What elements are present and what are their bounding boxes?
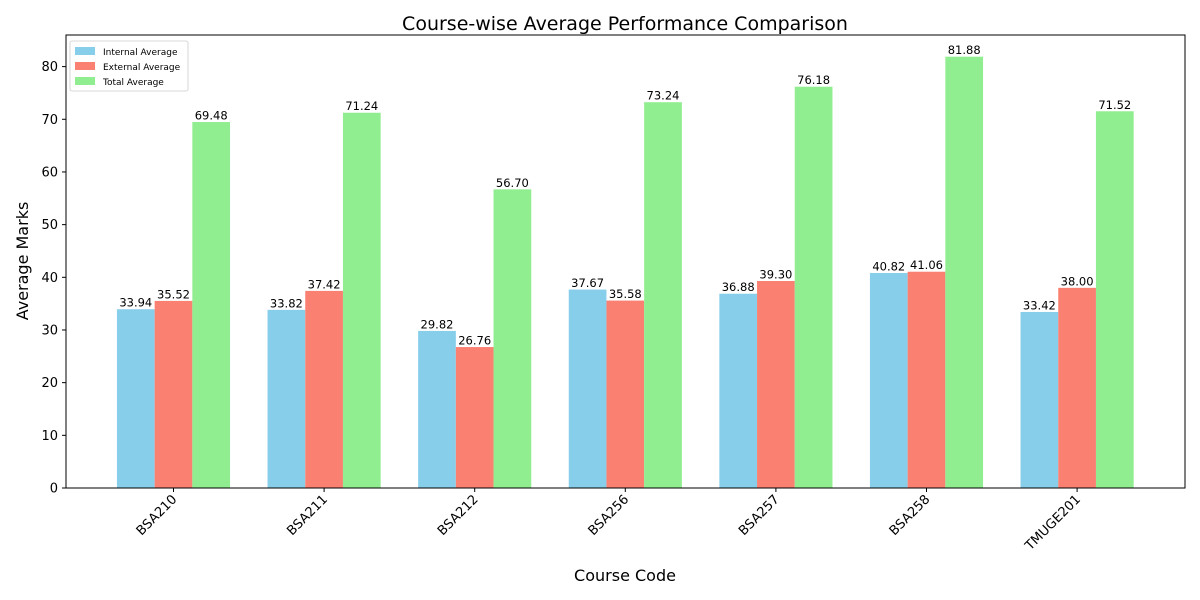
bar-internal-average-bsa210 [116,309,155,488]
x-tick-label: BSA210 [134,492,181,539]
data-label: 37.67 [571,276,604,290]
legend-frame [69,40,189,92]
legend-label-internal: Internal Average [103,48,178,58]
bar-total-average-bsa210 [192,122,231,489]
legend-swatch-internal [75,47,95,55]
bar-external-average-bsa211 [305,290,343,488]
x-tick-label: BSA257 [736,492,783,539]
bar-internal-average-bsa258 [869,272,908,488]
legend-label-total: Total Average [102,78,164,88]
y-tick-label: 30 [41,323,58,338]
data-label: 33.42 [1023,298,1056,312]
y-tick-label: 60 [41,165,58,180]
bars-layer [116,56,1134,489]
legend-label-external: External Average [103,63,181,73]
x-tick-label: BSA256 [586,492,633,539]
data-label: 39.30 [759,267,792,281]
x-axis: BSA210 BSA211 BSA212 BSA256 BSA257 BSA258 TMUG… [134,488,1084,554]
y-tick-label: 80 [41,60,58,75]
bar-total-average-bsa256 [644,102,682,488]
bar-total-average-bsa258 [945,56,984,489]
bar-external-average-bsa210 [154,300,193,488]
data-label: 33.82 [270,296,303,310]
data-label: 69.48 [195,109,228,123]
bar-total-average-bsa212 [493,189,532,488]
y-tick-label: 0 [50,482,58,497]
bar-internal-average-bsa256 [568,289,607,488]
data-label: 71.24 [345,99,378,113]
bar-total-average-bsa211 [342,112,381,489]
data-label: 41.06 [910,258,943,272]
bar-external-average-tmuge201 [1058,287,1096,488]
data-label: 37.42 [308,277,341,291]
data-label: 33.94 [119,296,152,310]
x-tick-label: BSA258 [887,492,934,539]
y-tick-label: 20 [41,376,58,391]
data-label: 71.52 [1098,98,1131,112]
bar-external-average-bsa257 [757,280,795,488]
data-label: 56.70 [496,176,529,190]
bar-internal-average-bsa211 [267,309,306,488]
data-label: 36.88 [722,280,755,294]
data-label: 81.88 [948,43,981,57]
bar-external-average-bsa258 [907,271,946,488]
data-label: 35.58 [609,287,642,301]
bar-internal-average-bsa212 [418,330,456,488]
y-tick-label: 50 [41,218,58,233]
bar-external-average-bsa212 [455,347,494,488]
bar-total-average-tmuge201 [1095,111,1134,489]
data-label: 35.52 [157,287,190,301]
data-label: 76.18 [797,73,830,87]
y-tick-label: 40 [41,271,58,286]
y-tick-label: 10 [41,429,58,444]
data-labels-layer: 33.94 33.82 29.82 37.67 36.88 40.82 33.42 35.52… [119,43,1131,347]
x-axis-label: Course Code [574,566,676,585]
legend-swatch-external [75,62,95,70]
bar-internal-average-tmuge201 [1020,311,1059,488]
x-tick-label: BSA211 [284,492,331,539]
y-tick-label: 70 [41,113,58,128]
y-axis: 0 10 20 30 40 50 60 70 80 [41,60,66,497]
bar-total-average-bsa257 [794,86,833,488]
data-label: 29.82 [421,317,454,331]
bar-external-average-bsa256 [606,300,645,488]
bar-internal-average-bsa257 [719,293,758,488]
data-label: 26.76 [458,334,491,348]
data-label: 38.00 [1061,274,1094,288]
legend-swatch-total [75,77,95,85]
data-label: 73.24 [647,89,680,103]
chart-title: Course-wise Average Performance Comparis… [402,13,848,35]
y-axis-label: Average Marks [13,202,32,321]
x-tick-label: TMUGE201 [1022,492,1084,554]
x-tick-label: BSA212 [435,492,482,539]
data-label: 40.82 [872,259,905,273]
legend: Internal Average External Average Total … [69,40,189,92]
